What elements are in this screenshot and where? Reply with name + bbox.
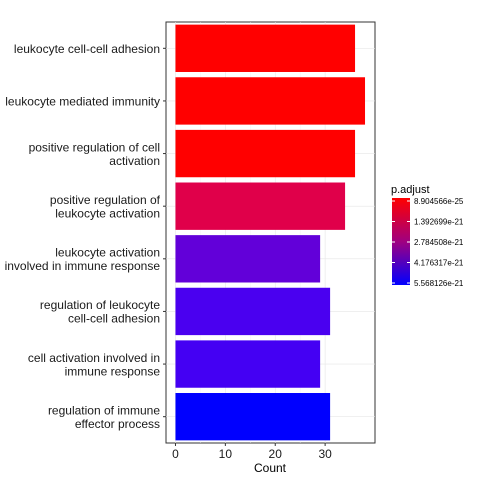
x-tick-label: 10 [219, 447, 233, 461]
legend-label: 1.392699e-21 [414, 218, 464, 227]
category-label: regulation of leukocyte [40, 298, 160, 312]
category-label: leukocyte activation [55, 246, 160, 260]
category-label: activation [109, 154, 160, 168]
bar [175, 24, 356, 72]
bar [175, 77, 366, 125]
legend-label: 2.784508e-21 [414, 238, 464, 247]
legend-labels: 8.904566e-25 1.392699e-21 2.784508e-21 4.17… [392, 197, 464, 288]
bar [175, 287, 331, 336]
category-label: leukocyte activation [55, 206, 160, 220]
bar [175, 182, 346, 230]
x-axis-title: Count [254, 461, 287, 475]
legend-label: 4.176317e-21 [414, 259, 464, 268]
category-label: cell activation involved in [28, 351, 160, 365]
legend-label: 8.904566e-25 [414, 197, 464, 206]
bar [175, 340, 321, 388]
bar [175, 235, 321, 283]
legend-color-bar [392, 198, 410, 285]
legend-label: 5.568126e-21 [414, 279, 464, 288]
bars [175, 24, 366, 441]
legend-title: p.adjust [391, 184, 430, 196]
bar [175, 129, 356, 178]
category-label: positive regulation of cell [29, 140, 160, 154]
category-label: positive regulation of [50, 193, 161, 207]
category-label: leukocyte cell-cell adhesion [14, 42, 160, 56]
category-label: regulation of immune [48, 403, 160, 417]
y-axis-labels: leukocyte cell-cell adhesion leukocyte me… [5, 42, 166, 431]
category-label: immune response [65, 364, 161, 378]
category-label: cell-cell adhesion [68, 312, 160, 326]
x-axis: 0 10 20 30 [172, 443, 332, 461]
x-tick-label: 30 [318, 447, 332, 461]
x-tick-label: 20 [269, 447, 283, 461]
bar [175, 393, 331, 441]
category-label: effector process [75, 417, 160, 431]
x-tick-label: 0 [172, 447, 179, 461]
legend: p.adjust 8.904566e-25 1.392699e-21 2.78450… [391, 184, 464, 288]
category-label: leukocyte mediated immunity [5, 94, 160, 108]
category-label: involved in immune response [5, 259, 161, 273]
